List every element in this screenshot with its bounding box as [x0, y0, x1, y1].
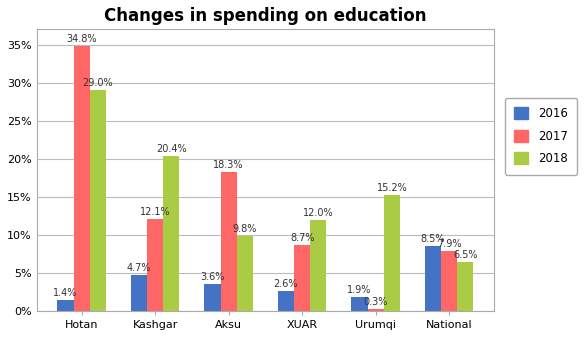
Text: 2.6%: 2.6% — [274, 279, 298, 289]
Bar — [352, 297, 367, 311]
Bar — [163, 156, 179, 311]
Text: 0.3%: 0.3% — [363, 297, 388, 307]
Bar — [147, 219, 163, 311]
Text: 6.5%: 6.5% — [453, 250, 478, 259]
Text: 4.7%: 4.7% — [127, 263, 151, 273]
Text: 15.2%: 15.2% — [377, 183, 407, 193]
Text: 12.1%: 12.1% — [140, 207, 171, 217]
Bar — [310, 220, 326, 311]
Bar — [457, 262, 474, 311]
Bar — [384, 195, 400, 311]
Bar — [425, 246, 441, 311]
Bar — [237, 236, 253, 311]
Text: 1.4%: 1.4% — [53, 288, 78, 299]
Text: 8.5%: 8.5% — [420, 235, 445, 244]
Bar — [74, 46, 90, 311]
Bar — [57, 300, 74, 311]
Text: 18.3%: 18.3% — [213, 160, 244, 170]
Bar — [204, 284, 221, 311]
Text: 34.8%: 34.8% — [67, 34, 97, 44]
Text: 7.9%: 7.9% — [437, 239, 461, 249]
Text: 20.4%: 20.4% — [156, 144, 187, 154]
Text: 9.8%: 9.8% — [232, 224, 257, 235]
Legend: 2016, 2017, 2018: 2016, 2017, 2018 — [505, 98, 577, 175]
Bar — [441, 251, 457, 311]
Bar — [367, 309, 384, 311]
Text: 8.7%: 8.7% — [290, 233, 314, 243]
Bar — [278, 291, 294, 311]
Bar — [294, 245, 310, 311]
Text: 12.0%: 12.0% — [303, 208, 333, 218]
Title: Changes in spending on education: Changes in spending on education — [104, 7, 427, 25]
Bar — [221, 172, 237, 311]
Text: 1.9%: 1.9% — [347, 285, 371, 295]
Text: 3.6%: 3.6% — [200, 272, 225, 282]
Bar — [131, 275, 147, 311]
Text: 29.0%: 29.0% — [82, 78, 113, 88]
Bar — [90, 90, 106, 311]
